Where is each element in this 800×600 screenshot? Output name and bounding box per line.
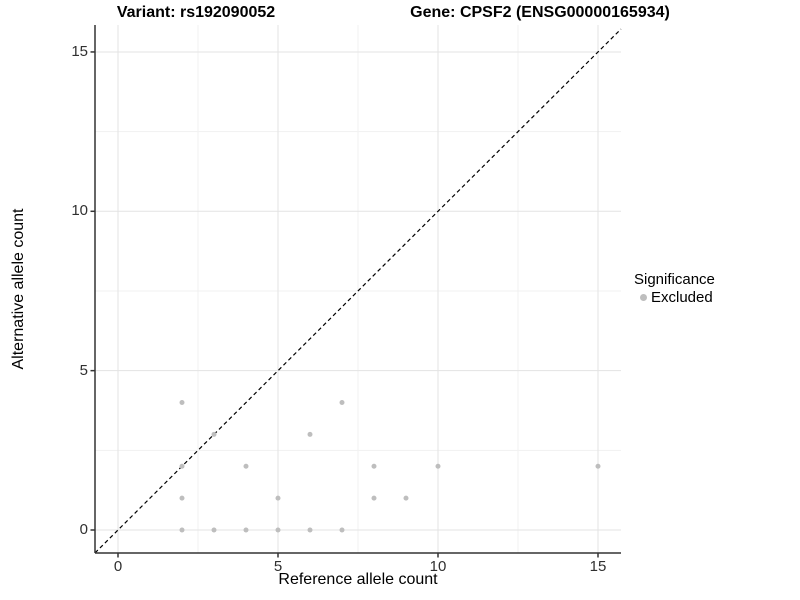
data-point bbox=[275, 495, 281, 501]
x-tick-label: 10 bbox=[429, 558, 447, 575]
data-point bbox=[307, 431, 313, 437]
legend: Significance Excluded bbox=[634, 271, 715, 306]
variant-title: Variant: rs192090052 bbox=[116, 4, 276, 21]
data-point bbox=[179, 495, 185, 501]
data-point bbox=[595, 463, 601, 469]
excluded-point-icon bbox=[640, 294, 647, 301]
data-point bbox=[211, 527, 217, 533]
data-point bbox=[243, 527, 249, 533]
y-axis-title: Alternative allele count bbox=[10, 208, 27, 370]
y-tick-label: 0 bbox=[79, 521, 88, 538]
data-point bbox=[179, 527, 185, 533]
data-point bbox=[371, 463, 377, 469]
data-point bbox=[275, 527, 281, 533]
identity-line bbox=[94, 28, 622, 554]
y-tick-label: 5 bbox=[79, 361, 88, 379]
data-point bbox=[243, 463, 249, 469]
data-point bbox=[403, 495, 409, 501]
data-point bbox=[307, 527, 313, 533]
x-axis-title: Reference allele count bbox=[278, 571, 438, 588]
y-tick-label: 15 bbox=[71, 42, 88, 60]
data-point bbox=[435, 463, 441, 469]
data-point bbox=[179, 463, 185, 469]
data-point bbox=[339, 527, 345, 533]
gene-title: Gene: CPSF2 (ENSG00000165934) bbox=[410, 4, 670, 21]
data-point bbox=[371, 495, 377, 501]
data-point bbox=[339, 400, 345, 406]
data-point bbox=[211, 431, 217, 437]
x-tick-label: 5 bbox=[273, 558, 283, 575]
legend-title: Significance bbox=[634, 271, 715, 288]
legend-item-label: Excluded bbox=[651, 289, 713, 306]
x-tick-label: 0 bbox=[113, 558, 123, 575]
y-tick-label: 10 bbox=[71, 202, 88, 220]
data-point bbox=[179, 400, 185, 406]
legend-item-excluded: Excluded bbox=[634, 289, 715, 306]
x-tick-label: 15 bbox=[589, 558, 607, 575]
